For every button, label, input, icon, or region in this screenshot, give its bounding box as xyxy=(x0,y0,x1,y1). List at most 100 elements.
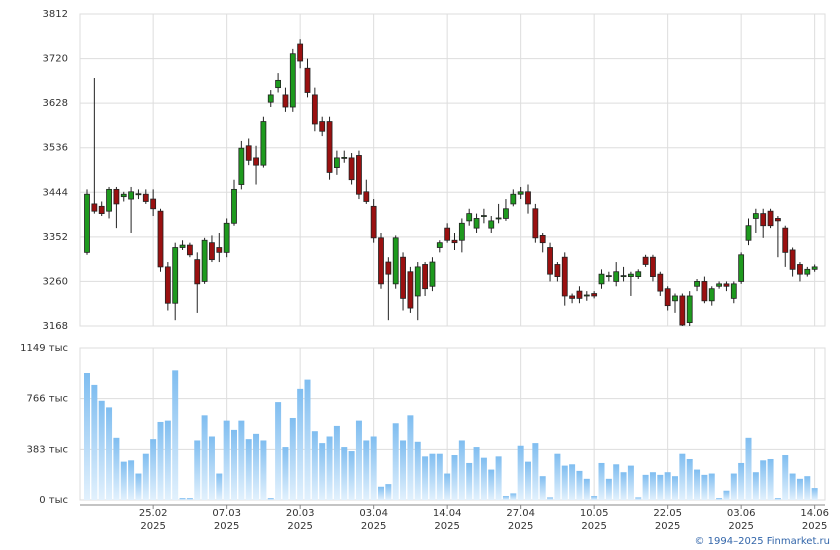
candle-body xyxy=(458,222,465,241)
volume-bar xyxy=(157,421,164,500)
candle-body xyxy=(289,53,296,108)
volume-bar xyxy=(223,420,230,500)
y-tick-label: 3536 xyxy=(43,143,68,154)
candle-body xyxy=(547,247,553,275)
candle-body xyxy=(650,256,656,277)
volume-bar xyxy=(311,431,318,500)
volume-bar xyxy=(260,440,267,500)
candle-body xyxy=(760,213,767,227)
candle-body xyxy=(311,94,318,125)
volume-bar xyxy=(451,455,458,500)
x-tick-label: 14.06 xyxy=(800,508,829,519)
price-panel xyxy=(79,13,826,327)
volume-bar xyxy=(253,433,260,500)
x-tick-year: 2025 xyxy=(214,521,239,532)
volume-bar xyxy=(767,458,774,500)
volume-bar xyxy=(458,440,465,500)
volume-bar xyxy=(642,474,649,500)
candle-body xyxy=(444,227,451,241)
candle-body xyxy=(517,191,524,195)
volume-bar xyxy=(113,437,120,500)
candle-body xyxy=(495,217,502,220)
candle-body xyxy=(775,218,781,222)
volume-bar xyxy=(363,440,370,500)
candle-body xyxy=(113,188,120,205)
volume-bar xyxy=(238,420,245,500)
candle-body xyxy=(503,208,509,219)
volume-bar xyxy=(554,453,561,500)
copyright: © 1994–2025 Finmarket.ru xyxy=(694,536,830,547)
volume-bar xyxy=(517,445,524,500)
x-tick-label: 22.05 xyxy=(653,508,682,519)
volume-bar xyxy=(106,407,113,500)
volume-bar xyxy=(539,476,546,500)
volume-bar xyxy=(547,497,554,500)
volume-bar xyxy=(532,443,539,500)
volume-bar xyxy=(407,415,414,500)
x-tick-year: 2025 xyxy=(655,521,680,532)
volume-bar xyxy=(613,464,620,500)
candle-body xyxy=(664,288,671,307)
candle-body xyxy=(245,145,252,161)
volume-bar xyxy=(91,384,98,500)
candle-body xyxy=(253,157,259,166)
candle-body xyxy=(378,237,384,285)
y-tick-label: 3720 xyxy=(43,54,68,65)
volume-bar xyxy=(333,425,340,500)
candle-body xyxy=(628,273,634,277)
candle-body xyxy=(164,266,171,304)
y-tick-label: 3352 xyxy=(43,232,68,243)
candle-body xyxy=(385,261,392,275)
volume-bar xyxy=(649,472,656,500)
candle-body xyxy=(179,244,186,248)
candle-body xyxy=(333,157,340,168)
candle-body xyxy=(797,264,803,275)
candle-body xyxy=(569,295,575,299)
y-tick-label: 766 тыс xyxy=(27,394,68,405)
candle-body xyxy=(282,94,289,108)
candle-body xyxy=(811,266,818,270)
y-tick-label: 0 тыс xyxy=(39,495,68,506)
candle-body xyxy=(326,121,333,173)
candle-body xyxy=(429,261,436,287)
candle-body xyxy=(782,227,789,253)
candle-body xyxy=(694,281,700,287)
candle-body xyxy=(400,256,406,299)
y-tick-label: 3444 xyxy=(43,187,68,198)
volume-bar xyxy=(627,465,634,500)
candle-body xyxy=(635,271,642,277)
candle-body xyxy=(128,191,135,200)
candle-body xyxy=(194,259,201,285)
candle-body xyxy=(157,210,164,268)
x-tick-year: 2025 xyxy=(802,521,827,532)
volume-bar xyxy=(208,436,215,500)
volume-bar xyxy=(392,423,399,500)
y-tick-label: 1149 тыс xyxy=(20,343,68,354)
volume-bar xyxy=(378,486,384,500)
volume-bar xyxy=(355,420,362,500)
volume-bar xyxy=(194,440,201,500)
candle-body xyxy=(672,295,678,302)
volume-bar xyxy=(150,439,157,500)
candle-body xyxy=(480,215,487,217)
volume-bar xyxy=(289,417,296,500)
volume-bar xyxy=(510,493,517,500)
x-tick-label: 27.04 xyxy=(506,508,535,519)
volume-bar xyxy=(811,488,818,500)
volume-bar xyxy=(142,453,149,500)
x-tick-year: 2025 xyxy=(287,521,312,532)
volume-bar xyxy=(186,498,193,500)
candle-body xyxy=(510,193,517,205)
candle-body xyxy=(297,43,304,62)
volume-bar xyxy=(686,458,693,500)
y-tick-label: 383 тыс xyxy=(27,444,68,455)
candle-body xyxy=(209,242,215,261)
candle-body xyxy=(106,188,112,212)
volume-bar xyxy=(172,370,179,500)
volume-bar xyxy=(591,496,598,500)
volume-bar xyxy=(370,436,377,500)
candle-body xyxy=(436,242,443,248)
candle-body xyxy=(730,283,737,299)
volume-bar xyxy=(164,420,171,500)
